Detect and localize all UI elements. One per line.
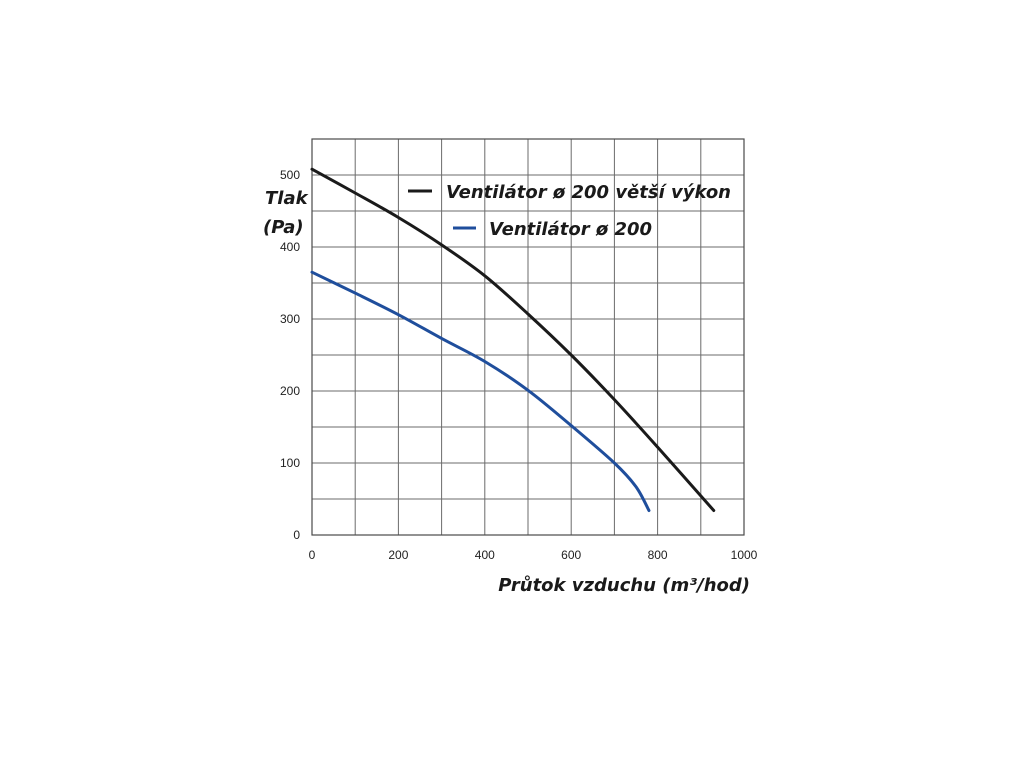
legend: Ventilátor ø 200 větší výkon Ventilátor …	[408, 182, 731, 240]
x-tick-label: 600	[561, 548, 581, 562]
series-line-2	[310, 270, 651, 513]
y-axis-title-line2: (Pa)	[263, 217, 304, 238]
y-tick-label: 0	[293, 528, 300, 542]
x-axis-title: Průtok vzduchu (m³/hod)	[498, 575, 750, 596]
x-tick-label: 1000	[731, 548, 758, 562]
y-tick-label: 200	[280, 384, 300, 398]
y-tick-label: 300	[280, 312, 300, 326]
legend-label-series-2: Ventilátor ø 200	[489, 219, 652, 240]
series-layer	[310, 167, 716, 513]
y-tick-label: 100	[280, 456, 300, 470]
x-tick-label: 0	[309, 548, 316, 562]
y-axis-title-line1: Tlak	[265, 188, 309, 209]
x-axis-ticks: 0 200 400 600 800 1000	[309, 548, 758, 562]
y-axis-ticks: 0 100 200 300 400 500	[280, 168, 300, 542]
y-tick-label: 500	[280, 168, 300, 182]
legend-label-series-1: Ventilátor ø 200 větší výkon	[446, 182, 731, 203]
series-line-1	[310, 167, 716, 513]
y-tick-label: 400	[280, 240, 300, 254]
plot-border	[311, 138, 745, 536]
x-tick-label: 200	[388, 548, 408, 562]
x-tick-label: 400	[475, 548, 495, 562]
x-tick-label: 800	[648, 548, 668, 562]
plot-frame	[311, 138, 745, 536]
